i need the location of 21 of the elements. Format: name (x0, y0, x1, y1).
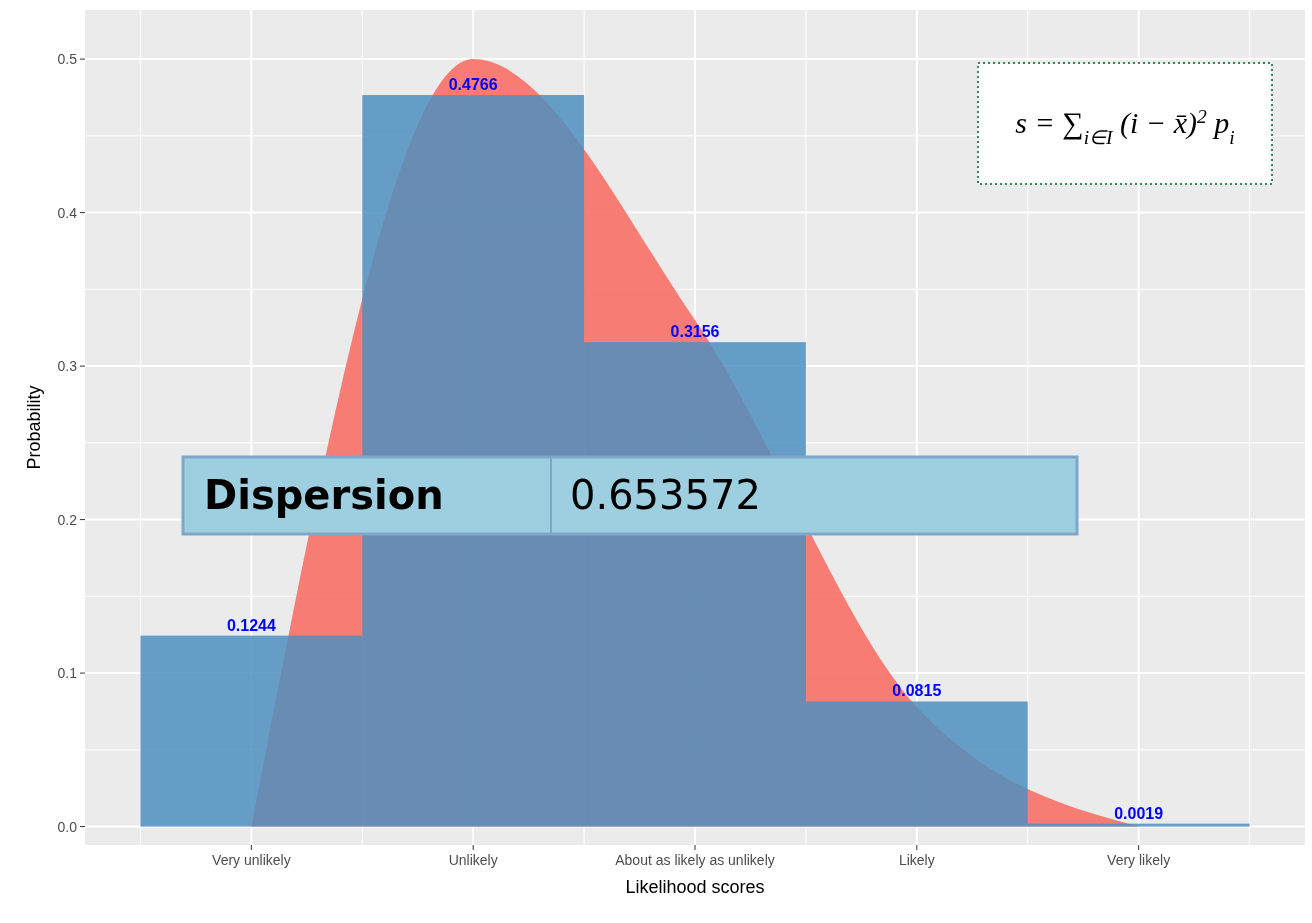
y-tick-label: 0.4 (57, 204, 78, 221)
annotation: 0.653572 (570, 472, 761, 518)
x-axis-title: Likelihood scores (625, 877, 765, 897)
data-label: 0.0815 (892, 682, 942, 700)
y-tick-label: 0.0 (57, 818, 78, 835)
y-tick-label: 0.3 (57, 358, 78, 375)
data-label: 0.4766 (448, 76, 498, 94)
y-axis-title: Probability (24, 385, 44, 470)
data-label: 0.1244 (226, 616, 276, 634)
x-tick-label: Likely (898, 852, 935, 868)
x-tick-label: Unlikely (448, 852, 498, 868)
y-tick-label: 0.1 (57, 665, 78, 682)
y-tick-label: 0.5 (57, 51, 78, 68)
x-tick-label: About as likely as unlikely (615, 852, 775, 868)
data-label: 0.0019 (1114, 804, 1164, 822)
x-tick-label: Very unlikely (212, 852, 291, 868)
y-tick-label: 0.2 (57, 511, 78, 528)
annotation: Dispersion (204, 472, 444, 518)
annotation: s = ∑$_{i∈I}$ (i − x̄)$^{2}$ p$_{i}$ (1015, 105, 1235, 148)
data-label: 0.3156 (670, 323, 720, 341)
x-tick-label: Very likely (1107, 852, 1171, 868)
